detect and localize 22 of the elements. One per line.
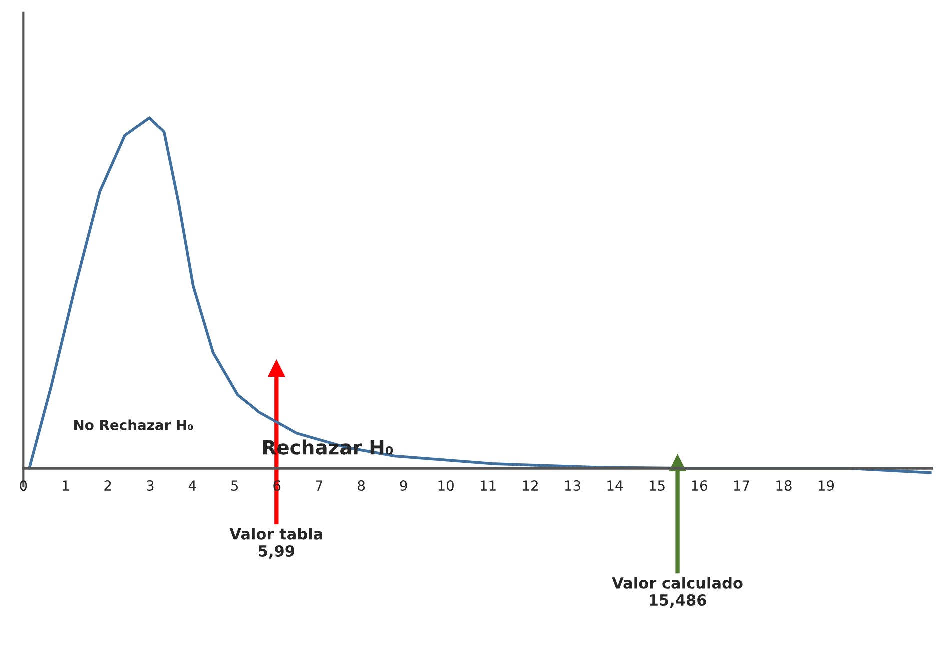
x-tick-label: 16 <box>692 480 708 492</box>
x-tick-label: 17 <box>734 480 750 491</box>
x-tick-label: 15 <box>650 480 665 492</box>
x-tick-label: 2 <box>104 480 112 491</box>
x-tick-label: 0 <box>20 480 28 492</box>
x-tick-label: 14 <box>608 480 624 491</box>
ref-line-label: Valor tabla 5,99 <box>230 528 322 559</box>
x-tick-label: 18 <box>776 480 792 492</box>
x-tick-label: 10 <box>438 480 454 492</box>
ref-line-label: Valor calculado 15,486 <box>612 577 743 608</box>
x-tick-label: 11 <box>480 480 496 491</box>
x-tick-label: 7 <box>316 480 323 491</box>
x-tick-label: 19 <box>818 480 834 492</box>
x-tick-label: 1 <box>62 480 70 491</box>
x-tick-label: 5 <box>232 480 238 492</box>
x-tick-label: 8 <box>358 480 366 492</box>
x-tick-label: 9 <box>400 480 408 492</box>
annotation: No Rechazar H₀ <box>74 420 194 430</box>
x-tick-label: 12 <box>523 480 538 491</box>
x-tick-label: 4 <box>188 480 196 491</box>
x-tick-label: 13 <box>565 480 580 492</box>
x-tick-label: 3 <box>147 480 154 492</box>
